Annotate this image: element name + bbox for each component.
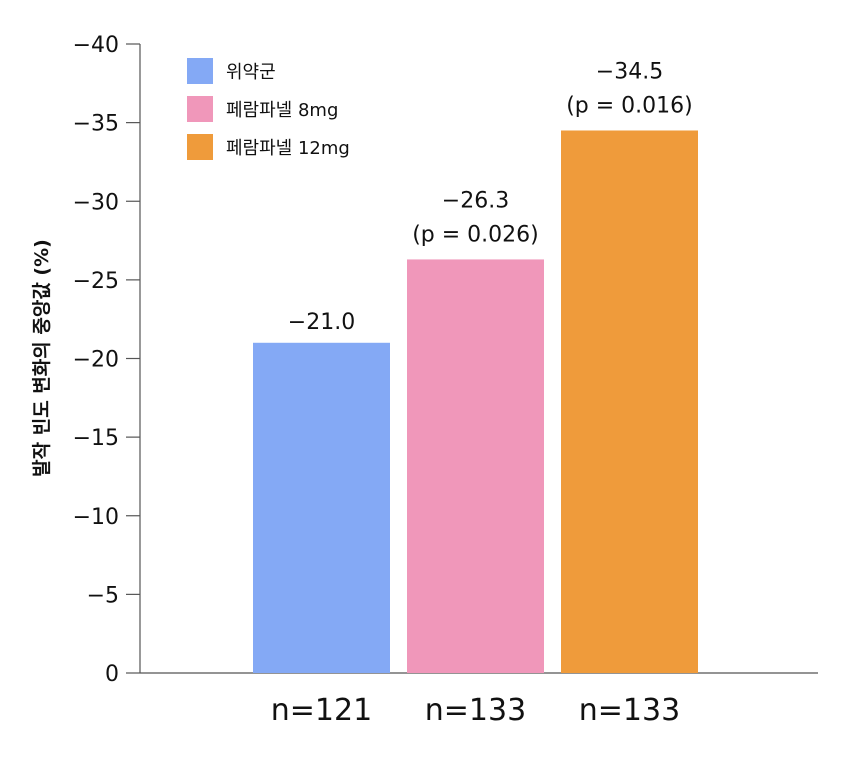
bar-value-label: −26.3 <box>442 188 509 213</box>
y-tick-label: −15 <box>73 426 119 451</box>
bar <box>561 130 698 674</box>
y-tick-label: −5 <box>87 583 119 608</box>
legend-swatch <box>187 96 213 122</box>
bar <box>407 259 544 673</box>
y-tick-label: 0 <box>105 662 119 687</box>
category-label: n=133 <box>425 693 526 728</box>
legend-swatch <box>187 58 213 84</box>
y-tick-label: −20 <box>73 348 119 373</box>
y-tick-label: −35 <box>73 112 119 137</box>
legend-label: 위약군 <box>226 62 276 83</box>
bar <box>253 342 390 673</box>
data-labels: −21.0 −26.3 (p = 0.026) −34.5 (p = 0.016) <box>288 59 693 334</box>
y-tick-label: −10 <box>73 505 119 530</box>
bar-p-value-label: (p = 0.026) <box>412 222 539 247</box>
category-labels: n=121 n=133 n=133 <box>271 693 680 728</box>
bar-value-label: −21.0 <box>288 310 355 335</box>
bars <box>253 130 698 674</box>
y-tick-label: −30 <box>73 190 119 215</box>
legend-swatch <box>187 134 213 160</box>
y-tick-label: −40 <box>73 33 119 58</box>
y-axis-label: 발작 빈도 변화의 중앙값 (%) <box>31 239 53 477</box>
legend-label: 페람파넬 12mg <box>226 138 350 159</box>
bar-value-label: −34.5 <box>596 59 663 84</box>
y-tick-label: −25 <box>73 269 119 294</box>
bar-p-value-label: (p = 0.016) <box>566 93 693 118</box>
legend-label: 페람파넬 8mg <box>226 100 338 121</box>
category-label: n=121 <box>271 693 372 728</box>
category-label: n=133 <box>579 693 680 728</box>
y-ticks: 0 −5 −10 −15 −20 −25 −30 −35 −40 <box>73 33 140 687</box>
